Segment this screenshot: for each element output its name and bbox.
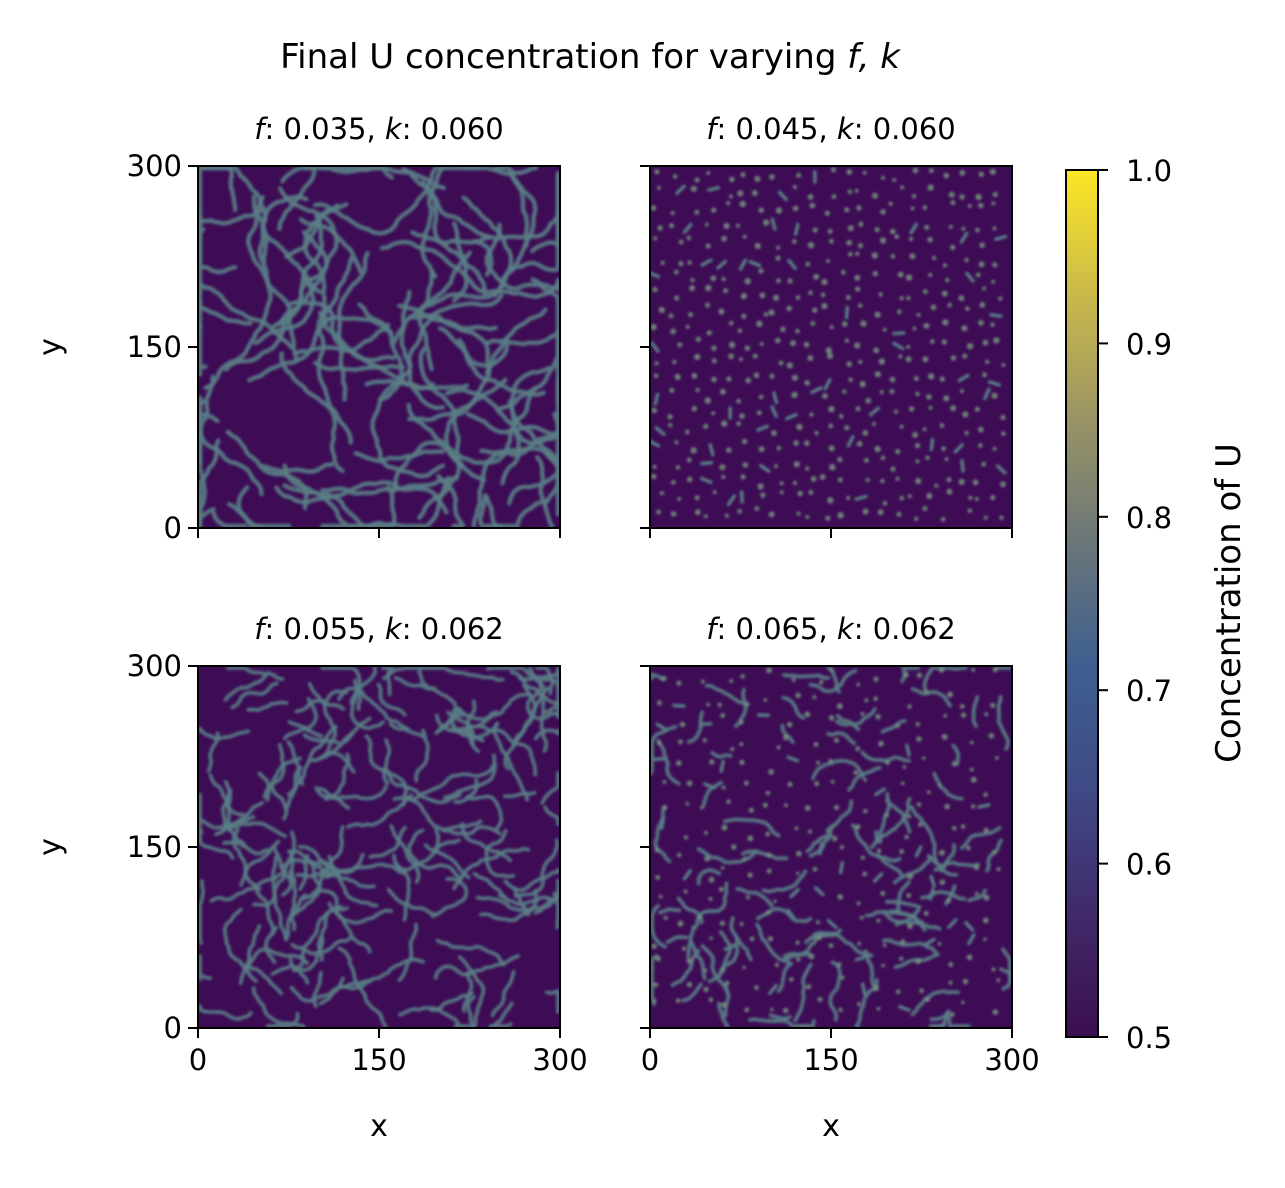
panel-2-heatmap [650,166,1012,528]
y-axis-label: y [33,838,68,856]
colorbar-bar [1065,169,1099,1038]
colorbar: 0.5 0.6 0.7 0.8 0.9 1.0 Concentration of U [1065,154,1249,1055]
x-tick-label: 0 [641,1043,659,1077]
panel-3-title: f: 0.055, k: 0.062 [254,612,503,646]
panel-1: f: 0.035, k: 0.060 0 150 300 y [33,112,561,545]
panel-1-title: f: 0.035, k: 0.060 [254,112,503,146]
colorbar-tick-label: 0.7 [1126,674,1172,708]
x-tick-label: 150 [803,1043,858,1077]
colorbar-tick-label: 1.0 [1126,154,1172,188]
x-axis-label: x [822,1109,840,1144]
y-tick-label: 0 [164,1011,182,1045]
colorbar-ticks: 0.5 0.6 0.7 0.8 0.9 1.0 [1098,154,1172,1055]
y-tick-label: 150 [127,330,182,364]
x-tick-label: 150 [351,1043,406,1077]
colorbar-tick-label: 0.8 [1126,501,1172,535]
panel-3-heatmap [198,666,560,1028]
panel-4-title: f: 0.065, k: 0.062 [706,612,955,646]
y-tick-label: 300 [127,149,182,183]
y-axis-label: y [33,338,68,356]
x-tick-label: 0 [189,1043,207,1077]
x-tick-label: 300 [532,1043,587,1077]
colorbar-tick-label: 0.5 [1126,1021,1172,1055]
panel-4-heatmap [650,666,1012,1028]
y-tick-label: 300 [127,649,182,683]
x-axis-label: x [370,1109,388,1144]
x-tick-label: 300 [984,1043,1039,1077]
panel-4: f: 0.065, k: 0.062 0 150 300 x [640,612,1040,1144]
panel-2-title: f: 0.045, k: 0.060 [706,112,955,146]
y-tick-label: 150 [127,830,182,864]
y-tick-label: 0 [164,511,182,545]
panel-2: f: 0.045, k: 0.060 [640,112,1013,538]
colorbar-tick-label: 0.6 [1126,848,1172,882]
panels: f: 0.035, k: 0.060 0 150 300 y f: 0.045, k: 0… [33,112,1040,1144]
figure-title: Final U concentration for varying f, k [280,37,901,77]
colorbar-label: Concentration of U [1209,443,1249,763]
panel-3: f: 0.055, k: 0.062 0 150 300 0 150 300 y x [33,612,588,1144]
colorbar-tick-label: 0.9 [1126,327,1172,361]
panel-1-heatmap [198,166,560,528]
